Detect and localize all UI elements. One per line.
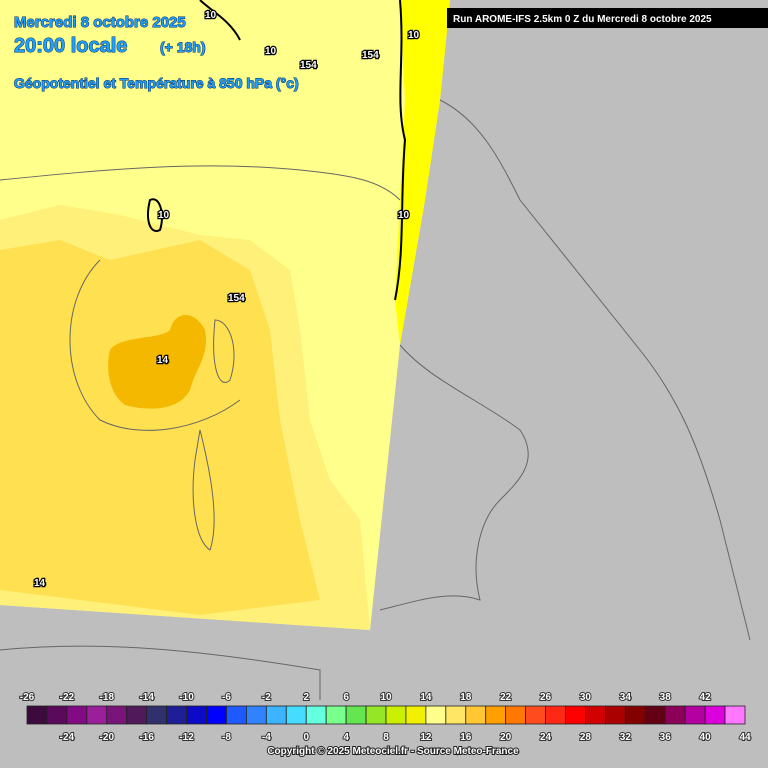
color-swatch bbox=[26, 705, 48, 725]
colorbar-label: -16 bbox=[139, 732, 154, 743]
color-swatch bbox=[425, 705, 447, 725]
color-swatch bbox=[86, 705, 108, 725]
coastlines bbox=[0, 99, 751, 700]
colorbar-label: 32 bbox=[620, 732, 632, 743]
color-swatch bbox=[265, 705, 287, 725]
contour-label: 154 bbox=[362, 50, 379, 61]
date-title: Mercredi 8 octobre 2025 bbox=[14, 14, 186, 31]
colorbar-label: 44 bbox=[739, 732, 751, 743]
color-swatch bbox=[565, 705, 586, 725]
colorbar-label: 30 bbox=[580, 692, 592, 703]
color-swatch bbox=[724, 705, 746, 725]
contour-label: 14 bbox=[34, 578, 46, 589]
colorbar-label: -6 bbox=[222, 692, 231, 703]
colorbar-label: 14 bbox=[420, 692, 432, 703]
color-swatch bbox=[465, 705, 487, 725]
colorbar-label: -8 bbox=[222, 732, 231, 743]
colorbar-label: 26 bbox=[540, 692, 552, 703]
color-swatch bbox=[405, 705, 427, 725]
contour-label: 10 bbox=[398, 210, 410, 221]
colorbar-label: 8 bbox=[383, 732, 389, 743]
warmest-area bbox=[108, 315, 207, 409]
color-swatch bbox=[345, 705, 367, 725]
color-swatch bbox=[485, 705, 507, 725]
colorbar-label: 0 bbox=[303, 732, 309, 743]
colorbar-label: 34 bbox=[620, 692, 632, 703]
colorbar-label: -14 bbox=[139, 692, 154, 703]
contour-label: 10 bbox=[408, 30, 420, 41]
colorbar-label: 36 bbox=[660, 732, 672, 743]
colorbar-label: -10 bbox=[179, 692, 194, 703]
colorbar-label: 24 bbox=[540, 732, 552, 743]
colorbar-label: 10 bbox=[380, 692, 392, 703]
color-swatch bbox=[624, 705, 646, 725]
colorbar-label: -20 bbox=[100, 732, 115, 743]
colorbar-label: -18 bbox=[100, 692, 115, 703]
colorbar: -26-24-22-20-18-16-14-12-10-8-6-4-202468… bbox=[19, 691, 752, 744]
color-swatch bbox=[684, 705, 706, 725]
color-swatch bbox=[106, 705, 128, 725]
colorbar-label: -4 bbox=[262, 732, 271, 743]
color-swatch bbox=[126, 705, 148, 725]
field-title: Géopotentiel et Température à 850 hPa (°… bbox=[14, 75, 299, 91]
color-swatch bbox=[365, 705, 387, 725]
colorbar-label: 28 bbox=[580, 732, 592, 743]
contour-label: 154 bbox=[228, 293, 245, 304]
colorbar-label: 6 bbox=[343, 692, 349, 703]
colorbar-label: -26 bbox=[20, 692, 35, 703]
color-swatch bbox=[545, 705, 566, 725]
colorbar-label: 12 bbox=[420, 732, 432, 743]
color-swatch bbox=[146, 705, 168, 725]
color-swatch bbox=[704, 705, 726, 725]
time-title: 20:00 locale bbox=[14, 35, 127, 57]
colorbar-label: -2 bbox=[262, 692, 271, 703]
run-info: Run AROME-IFS 2.5km 0 Z du Mercredi 8 oc… bbox=[453, 14, 712, 25]
warmer-area bbox=[0, 240, 320, 615]
color-swatch bbox=[285, 705, 307, 725]
contour-label: 10 bbox=[158, 210, 170, 221]
colorbar-label: 42 bbox=[700, 692, 712, 703]
color-swatch bbox=[325, 705, 347, 725]
color-swatch bbox=[385, 705, 407, 725]
contour-label: 154 bbox=[300, 60, 317, 71]
color-swatch bbox=[166, 705, 187, 725]
color-swatch bbox=[604, 705, 626, 725]
colorbar-label: 20 bbox=[500, 732, 512, 743]
contour-label: 10 bbox=[205, 10, 217, 21]
isohypse-10 bbox=[147, 0, 407, 301]
color-swatch bbox=[66, 705, 88, 725]
colorbar-label: -12 bbox=[179, 732, 194, 743]
color-swatch bbox=[206, 705, 227, 725]
color-swatch bbox=[226, 705, 247, 725]
colorbar-label: 16 bbox=[460, 732, 472, 743]
color-swatch bbox=[245, 705, 267, 725]
color-swatch bbox=[445, 705, 467, 725]
color-swatch bbox=[644, 705, 666, 725]
color-swatch bbox=[525, 705, 546, 725]
color-swatch bbox=[664, 705, 686, 725]
copyright: Copyright © 2025 Meteociel.fr - Source M… bbox=[267, 746, 519, 757]
colorbar-label: 40 bbox=[700, 732, 712, 743]
contour-label: 14 bbox=[157, 355, 169, 366]
color-swatch bbox=[585, 705, 606, 725]
lead-time: (+ 18h) bbox=[160, 39, 206, 55]
color-swatch bbox=[186, 705, 207, 725]
colorbar-label: 38 bbox=[660, 692, 672, 703]
colorbar-label: -22 bbox=[60, 692, 75, 703]
cold-strip bbox=[395, 0, 450, 345]
colorbar-label: 2 bbox=[303, 692, 309, 703]
contour-label: 10 bbox=[265, 46, 277, 57]
colorbar-label: -24 bbox=[60, 732, 75, 743]
colorbar-label: 18 bbox=[460, 692, 472, 703]
color-swatch bbox=[46, 705, 68, 725]
run-banner bbox=[447, 8, 768, 28]
colorbar-label: 4 bbox=[343, 732, 349, 743]
colorbar-label: 22 bbox=[500, 692, 512, 703]
color-swatch bbox=[305, 705, 327, 725]
color-swatch bbox=[505, 705, 527, 725]
